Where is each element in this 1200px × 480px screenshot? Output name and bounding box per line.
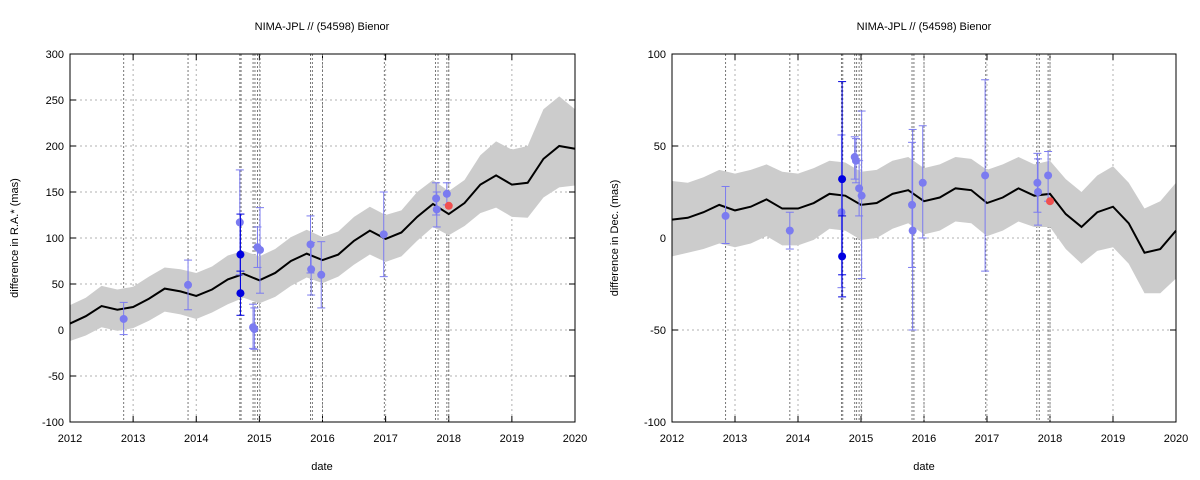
- data-point: [837, 208, 846, 217]
- y-tick-label: -50: [48, 371, 64, 383]
- x-tick-label: 2015: [849, 433, 873, 445]
- x-tick-label: 2020: [1164, 433, 1188, 445]
- y-tick-label: 100: [648, 49, 666, 61]
- x-tick-label: 2016: [310, 433, 334, 445]
- data-point: [236, 289, 245, 298]
- data-point: [250, 325, 259, 334]
- x-tick-label: 2018: [1038, 433, 1062, 445]
- data-point: [444, 201, 453, 210]
- data-point: [119, 314, 128, 323]
- data-point: [785, 226, 794, 235]
- x-tick-label: 2015: [247, 433, 271, 445]
- x-tick-label: 2013: [121, 433, 145, 445]
- y-axis-label: difference in R.A.* (mas): [9, 178, 21, 298]
- dec-chart: NIMA-JPL // (54598) Bienor date differen…: [609, 21, 1188, 473]
- data-point: [256, 245, 265, 254]
- data-point: [1033, 178, 1042, 187]
- y-tick-label: 250: [46, 95, 64, 107]
- data-point: [981, 171, 990, 180]
- data-point: [721, 211, 730, 220]
- data-point: [379, 230, 388, 239]
- x-tick-label: 2019: [500, 433, 524, 445]
- data-point: [838, 252, 847, 261]
- data-point: [306, 240, 315, 249]
- x-tick-label: 2014: [786, 433, 810, 445]
- data-point: [442, 189, 451, 198]
- uncertainty-band: [672, 157, 1176, 294]
- y-tick-label: 300: [46, 49, 64, 61]
- data-point: [1034, 188, 1043, 196]
- x-tick-label: 2017: [373, 433, 397, 445]
- model-curve: [671, 187, 1177, 254]
- data-point: [307, 265, 316, 274]
- y-tick-label: 0: [660, 233, 666, 245]
- data-point: [838, 175, 847, 184]
- plot-frame: [671, 53, 1177, 423]
- x-tick-label: 2019: [1101, 433, 1125, 445]
- x-tick-label: 2020: [563, 433, 587, 445]
- data-point: [857, 191, 866, 200]
- y-axis-label: difference in Dec. (mas): [609, 180, 621, 297]
- data-point: [908, 200, 917, 209]
- y-tick-label: 50: [654, 141, 666, 153]
- x-tick-label: 2014: [184, 433, 208, 445]
- y-tick-label: 0: [58, 325, 64, 337]
- y-tick-label: 50: [52, 279, 64, 291]
- plot-frame: [69, 53, 576, 423]
- data-point: [317, 270, 326, 279]
- data-point: [235, 218, 244, 227]
- x-tick-label: 2013: [723, 433, 747, 445]
- y-tick-label: 100: [46, 233, 64, 245]
- data-point: [1044, 171, 1053, 180]
- data-point: [184, 280, 193, 289]
- chart-title: NIMA-JPL // (54598) Bienor: [255, 21, 390, 33]
- x-tick-label: 2018: [437, 433, 461, 445]
- data-point: [432, 194, 441, 203]
- y-tick-label: 150: [46, 187, 64, 199]
- y-tick-label: -50: [650, 325, 666, 337]
- x-tick-label: 2012: [660, 433, 684, 445]
- model-curve: [69, 144, 576, 325]
- uncertainty-band: [70, 96, 575, 342]
- x-tick-label: 2016: [912, 433, 936, 445]
- x-tick-label: 2012: [58, 433, 82, 445]
- y-tick-label: 200: [46, 141, 64, 153]
- data-point: [236, 250, 245, 259]
- chart-title: NIMA-JPL // (54598) Bienor: [857, 21, 992, 33]
- x-axis-label: date: [913, 461, 934, 473]
- data-point: [1046, 197, 1054, 206]
- data-point: [908, 226, 917, 235]
- data-point: [432, 205, 441, 214]
- y-tick-label: -100: [42, 417, 64, 429]
- ra-chart: NIMA-JPL // (54598) Bienor date differen…: [9, 21, 587, 473]
- data-point: [855, 184, 864, 193]
- y-tick-label: -100: [644, 417, 666, 429]
- x-tick-label: 2017: [975, 433, 999, 445]
- data-point: [918, 178, 927, 187]
- x-axis-label: date: [311, 461, 332, 473]
